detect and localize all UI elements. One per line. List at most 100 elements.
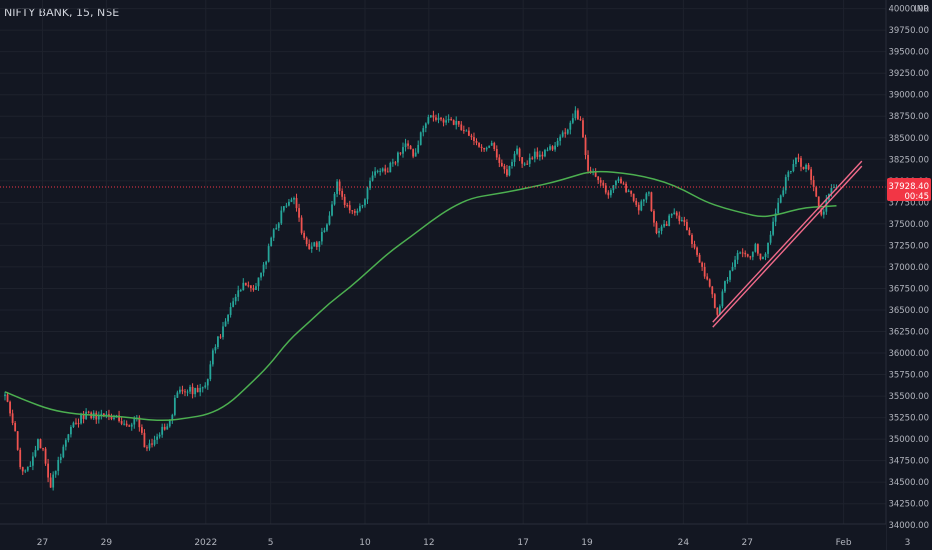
time-axis[interactable]: 27 29 2022 5 10 12 17 19 24 27 Feb 3 [0, 523, 911, 550]
candle-body [503, 165, 506, 170]
candle-body [148, 443, 151, 449]
candle-body [571, 118, 574, 123]
candle-body [128, 425, 131, 427]
candle-body [653, 211, 655, 223]
price-axis[interactable]: 40000.00 39750.00 39500.00 39250.00 39000.00… [888, 5, 929, 532]
candle-body [341, 190, 344, 197]
candle-body [549, 146, 551, 150]
candle-body [663, 224, 665, 227]
candle-body [511, 161, 513, 167]
price-tick-label: 37250.00 [888, 241, 929, 251]
candle-body [49, 477, 52, 488]
price-tick-label: 39250.00 [888, 69, 929, 79]
candle-body [277, 223, 280, 228]
candle-body [696, 247, 698, 255]
candle-body [797, 157, 800, 159]
candle-body [810, 169, 813, 181]
candle-body [419, 132, 422, 145]
candle-body [29, 465, 32, 467]
candle-body [361, 205, 364, 207]
candle-body [6, 394, 9, 402]
candle-body [57, 459, 60, 471]
candle-body [462, 130, 465, 132]
candle-body [541, 154, 544, 157]
candle-body [795, 157, 797, 165]
candle-body [698, 254, 701, 263]
candle-body [133, 418, 136, 425]
time-tick-label: Feb [836, 538, 852, 548]
candle-body [729, 270, 731, 280]
price-tick-label: 34250.00 [888, 500, 929, 510]
candle-body [4, 394, 6, 397]
price-axis-background [886, 0, 932, 550]
candle-body [181, 389, 184, 392]
candle-body [374, 171, 377, 176]
candle-body [214, 347, 217, 351]
candle-body [736, 253, 739, 260]
candle-body [146, 447, 148, 449]
candle-body [82, 414, 85, 419]
candle-body [47, 463, 49, 478]
candle-body [14, 422, 17, 432]
last-price-badge: 37928.40 00:45 [887, 177, 931, 202]
candle-body [239, 290, 242, 292]
candle-body [787, 171, 790, 178]
candle-body [640, 201, 643, 211]
candle-body [272, 229, 275, 238]
candle-body [338, 181, 341, 191]
candle-body [158, 434, 161, 437]
candle-body [678, 215, 681, 221]
candle-body [754, 244, 757, 252]
candle-body [445, 120, 447, 123]
candle-body [589, 170, 592, 172]
price-tick-label: 34500.00 [888, 478, 929, 488]
candle-body [457, 120, 460, 125]
candle-body [691, 234, 693, 245]
price-tick-label: 38750.00 [888, 112, 929, 122]
candle-body [731, 266, 734, 271]
candle-body [224, 321, 227, 327]
candle-body [232, 301, 235, 308]
candle-body [670, 213, 673, 216]
candle-body [300, 217, 303, 233]
trendline[interactable] [712, 160, 863, 328]
candle-body [579, 119, 582, 121]
candle-body [701, 262, 704, 267]
candle-body [31, 456, 34, 466]
time-tick-label: 3 [905, 538, 911, 548]
candle-body [574, 110, 577, 119]
candle-body [404, 143, 407, 148]
grid [0, 0, 908, 526]
candle-body [364, 199, 366, 206]
candle-body [556, 140, 559, 146]
candle-body [39, 439, 42, 449]
candle-body [480, 146, 483, 148]
candle-body [564, 132, 567, 134]
candle-body [315, 242, 318, 247]
candle-body [452, 120, 455, 125]
candle-body [718, 306, 721, 315]
candle-body [37, 439, 39, 451]
candle-body [343, 196, 346, 206]
candle-body [744, 252, 747, 255]
candle-body [800, 158, 802, 167]
candle-body [80, 414, 82, 424]
price-tick-label: 36250.00 [888, 328, 929, 338]
candle-body [323, 230, 326, 232]
candle-body [726, 279, 729, 282]
candle-body [371, 175, 374, 181]
candle-body [711, 286, 714, 295]
candle-body [123, 423, 126, 425]
candle-body [320, 231, 323, 242]
time-tick-label: 2022 [194, 538, 217, 548]
price-tick-label: 38500.00 [888, 134, 929, 144]
time-tick-label: 10 [359, 538, 371, 548]
candle-body [381, 168, 384, 171]
candle-body [199, 387, 202, 393]
currency-label: INR [914, 5, 929, 15]
candle-body [270, 237, 273, 247]
candle-body [792, 164, 795, 172]
candle-body [622, 183, 625, 185]
candle-body [516, 148, 518, 154]
